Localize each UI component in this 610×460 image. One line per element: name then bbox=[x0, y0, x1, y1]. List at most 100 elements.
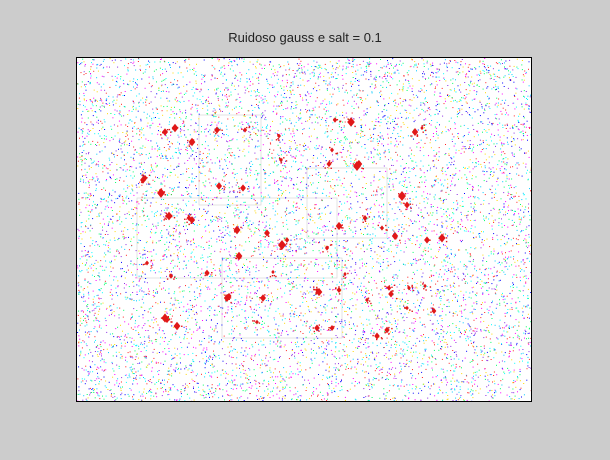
noise-dot bbox=[369, 58, 371, 60]
noise-dot bbox=[184, 125, 185, 127]
noise-dot bbox=[85, 365, 87, 367]
noise-dot bbox=[485, 395, 487, 396]
noise-dot bbox=[379, 263, 381, 265]
noise-dot bbox=[131, 355, 133, 357]
noise-dot bbox=[346, 116, 348, 118]
noise-dot bbox=[116, 364, 118, 366]
noise-dot bbox=[208, 341, 210, 343]
noise-dot bbox=[474, 166, 476, 168]
noise-dot bbox=[344, 230, 346, 232]
noise-dot bbox=[260, 281, 262, 283]
noise-dot bbox=[309, 286, 311, 288]
noise-dot bbox=[479, 100, 481, 102]
noise-dot bbox=[185, 383, 186, 385]
noise-dot bbox=[111, 162, 113, 163]
noise-dot bbox=[456, 194, 458, 195]
noise-dot bbox=[100, 288, 102, 290]
noise-dot bbox=[216, 196, 218, 198]
noise-dot bbox=[330, 141, 331, 143]
noise-dot bbox=[187, 194, 189, 195]
noise-dot bbox=[225, 125, 227, 127]
noise-dot bbox=[229, 59, 231, 60]
noise-dot bbox=[525, 242, 527, 244]
noise-dot bbox=[316, 66, 318, 68]
noise-dot bbox=[486, 131, 488, 133]
noise-dot bbox=[344, 202, 346, 204]
noise-dot bbox=[394, 71, 396, 73]
noise-dot bbox=[409, 85, 411, 87]
noise-dot bbox=[177, 141, 179, 143]
noise-dot bbox=[198, 195, 200, 197]
noise-dot bbox=[167, 137, 169, 139]
noise-dot bbox=[316, 97, 318, 99]
noise-dot bbox=[455, 363, 457, 365]
noise-dot bbox=[349, 255, 351, 257]
noise-dot bbox=[441, 190, 443, 192]
noise-dot bbox=[501, 144, 503, 146]
noise-dot bbox=[291, 102, 293, 104]
noise-dot bbox=[383, 65, 385, 67]
noise-dot bbox=[258, 241, 259, 243]
noise-dot bbox=[455, 167, 457, 169]
noise-dot bbox=[236, 113, 238, 115]
noise-dot bbox=[317, 147, 319, 149]
noise-dot bbox=[164, 337, 166, 339]
noise-dot bbox=[515, 92, 517, 94]
noise-dot bbox=[261, 212, 263, 214]
noise-dot bbox=[367, 214, 369, 216]
noise-dot bbox=[501, 262, 503, 264]
noise-dot bbox=[125, 197, 127, 199]
noise-dot bbox=[465, 111, 467, 112]
noise-dot bbox=[272, 395, 274, 397]
noise-dot bbox=[226, 312, 228, 314]
noise-dot bbox=[261, 67, 263, 69]
noise-dot bbox=[90, 143, 92, 145]
noise-dot bbox=[234, 290, 236, 292]
noise-dot bbox=[401, 64, 403, 66]
noise-dot bbox=[304, 264, 306, 266]
noise-dot bbox=[311, 174, 313, 176]
noise-dot bbox=[386, 80, 388, 82]
noise-dot bbox=[382, 137, 384, 139]
noise-dot bbox=[480, 287, 482, 289]
noise-dot bbox=[461, 316, 463, 317]
noise-dot bbox=[523, 90, 525, 92]
noise-dot bbox=[521, 339, 522, 341]
noise-dot bbox=[182, 173, 184, 175]
noise-dot bbox=[362, 324, 364, 326]
noise-dot bbox=[431, 214, 433, 216]
noise-dot bbox=[95, 319, 97, 321]
noise-dot bbox=[383, 246, 385, 248]
noise-dot bbox=[140, 306, 142, 308]
noise-dot bbox=[244, 310, 245, 312]
noise-dot bbox=[269, 148, 271, 150]
noise-dot bbox=[332, 154, 333, 156]
noise-dot bbox=[402, 86, 404, 88]
noise-dot bbox=[259, 63, 261, 65]
noise-dot bbox=[175, 246, 177, 248]
noise-dot bbox=[357, 69, 359, 71]
noise-dot bbox=[137, 357, 139, 359]
noise-dot bbox=[236, 357, 238, 359]
noise-dot bbox=[276, 82, 278, 84]
noise-dot bbox=[331, 390, 333, 392]
noise-dot bbox=[467, 188, 468, 189]
noise-dot bbox=[354, 226, 356, 228]
noise-dot bbox=[371, 121, 373, 123]
noise-dot bbox=[355, 368, 357, 370]
noise-dot bbox=[400, 136, 401, 137]
noise-dot bbox=[231, 363, 233, 365]
noise-dot bbox=[446, 357, 447, 359]
noise-dot bbox=[383, 192, 385, 194]
noise-dot bbox=[420, 284, 422, 286]
noise-dot bbox=[319, 66, 320, 68]
noise-dot bbox=[255, 304, 257, 306]
noise-dot bbox=[441, 381, 443, 383]
noise-dot bbox=[384, 74, 386, 76]
noise-dot bbox=[362, 295, 364, 297]
noise-dot bbox=[121, 221, 123, 223]
noise-dot bbox=[134, 326, 136, 328]
noise-dot bbox=[314, 265, 315, 267]
noise-dot bbox=[325, 69, 327, 71]
noise-dot bbox=[211, 364, 213, 366]
